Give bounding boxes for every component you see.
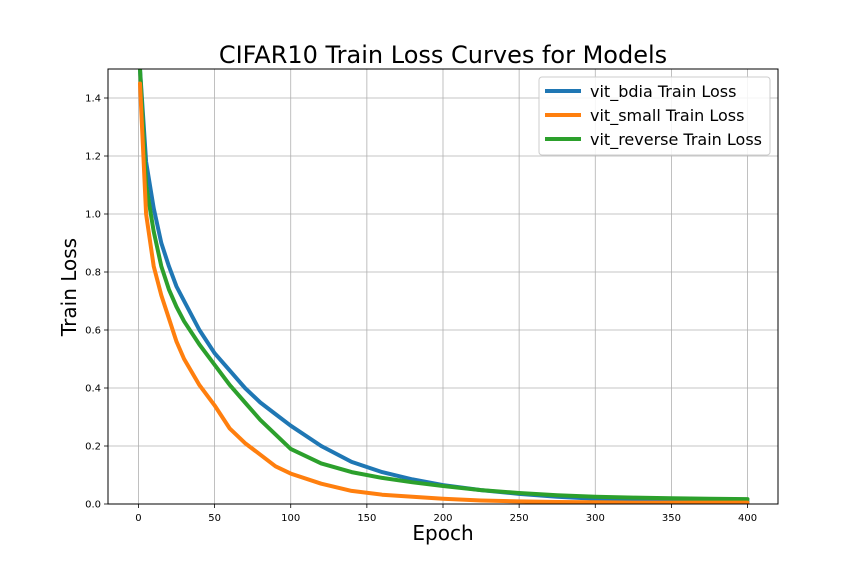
y-axis-ticks: 0.0 0.2 0.4 0.6 0.8 1.0 1.2 1.4	[85, 94, 108, 511]
x-tick-label: 50	[208, 513, 221, 524]
x-tick-label: 400	[738, 513, 757, 524]
x-tick-label: 250	[510, 513, 529, 524]
y-tick-label: 0.0	[85, 500, 101, 511]
y-tick-label: 1.2	[85, 152, 101, 163]
legend-label: vit_small Train Loss	[590, 106, 744, 126]
x-tick-label: 150	[357, 513, 376, 524]
y-tick-label: 0.4	[85, 384, 101, 395]
y-tick-label: 1.4	[85, 94, 101, 105]
x-tick-label: 350	[662, 513, 681, 524]
chart-title: CIFAR10 Train Loss Curves for Models	[219, 41, 667, 69]
y-axis-title: Train Loss	[57, 238, 81, 337]
y-tick-label: 0.6	[85, 326, 101, 337]
legend-label: vit_reverse Train Loss	[590, 130, 762, 150]
x-tick-label: 0	[135, 513, 141, 524]
legend-box	[538, 76, 771, 156]
x-tick-label: 100	[281, 513, 300, 524]
legend: vit_bdia Train Loss vit_small Train Loss v…	[538, 76, 771, 156]
legend-label: vit_bdia Train Loss	[590, 82, 736, 102]
series-lines	[138, 69, 750, 504]
series-line-vit_small	[138, 81, 750, 504]
y-tick-label: 0.8	[85, 268, 101, 279]
y-tick-label: 0.2	[85, 442, 101, 453]
y-tick-label: 1.0	[85, 210, 101, 221]
series-line-vit_reverse	[138, 69, 750, 502]
x-axis-ticks: 0 50 100 150 200 250 300 350 400	[135, 504, 757, 524]
x-tick-label: 300	[586, 513, 605, 524]
x-axis-title: Epoch	[412, 521, 473, 545]
x-tick-label: 200	[433, 513, 452, 524]
